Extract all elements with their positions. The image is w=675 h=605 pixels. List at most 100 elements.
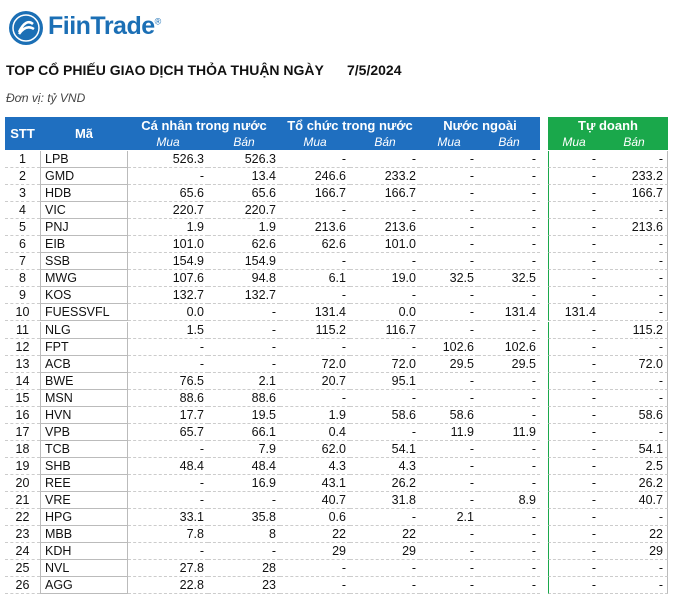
- value-cell: 19.5: [208, 407, 280, 424]
- sub-header: Bán: [350, 134, 420, 150]
- value-cell: -: [548, 577, 600, 595]
- value-cell: -: [600, 253, 668, 271]
- row-number: 26: [5, 577, 40, 595]
- value-cell: -: [548, 270, 600, 288]
- value-cell: -: [600, 372, 668, 390]
- value-cell: -: [420, 475, 478, 492]
- value-cell: -: [548, 560, 600, 578]
- value-cell: 131.4: [478, 304, 540, 322]
- ticker: MSN: [40, 389, 128, 407]
- row-number: 2: [5, 168, 40, 186]
- value-cell: 26.2: [350, 475, 420, 492]
- unit: Đơn vị: tỷ VND: [6, 91, 86, 105]
- value-cell: -: [350, 560, 420, 578]
- ticker: PNJ: [40, 219, 128, 237]
- value-cell: 154.9: [128, 253, 208, 271]
- brand: FiinTrade®: [48, 12, 161, 41]
- value-cell: 213.6: [280, 219, 350, 237]
- value-cell: -: [600, 509, 668, 527]
- value-cell: -: [478, 219, 540, 237]
- value-cell: -: [128, 441, 208, 458]
- value-cell: -: [548, 355, 600, 373]
- value-cell: -: [600, 389, 668, 407]
- value-cell: 65.6: [128, 185, 208, 203]
- value-cell: -: [478, 151, 540, 168]
- value-cell: 29.5: [478, 356, 540, 373]
- value-cell: -: [420, 526, 478, 544]
- value-cell: 1.9: [280, 407, 350, 424]
- value-cell: 33.1: [128, 509, 208, 527]
- logo-icon: [9, 11, 43, 45]
- row-number: 20: [5, 475, 40, 492]
- value-cell: 62.0: [280, 441, 350, 458]
- value-cell: -: [208, 322, 280, 339]
- value-cell: -: [548, 219, 600, 237]
- value-cell: 154.9: [208, 253, 280, 271]
- value-cell: 58.6: [420, 407, 478, 424]
- value-cell: -: [128, 168, 208, 186]
- row-number: 18: [5, 441, 40, 458]
- value-cell: -: [208, 304, 280, 322]
- ticker: KOS: [40, 287, 128, 305]
- row-number: 21: [5, 492, 40, 509]
- value-cell: 115.2: [280, 322, 350, 339]
- ticker: FUESSVFL: [40, 304, 128, 322]
- value-cell: 102.6: [420, 339, 478, 356]
- value-cell: -: [548, 338, 600, 356]
- ticker: ACB: [40, 355, 128, 373]
- value-cell: -: [600, 236, 668, 254]
- row-number: 4: [5, 202, 40, 220]
- value-cell: 66.1: [208, 424, 280, 441]
- value-cell: -: [600, 560, 668, 578]
- row-number: 19: [5, 458, 40, 475]
- value-cell: -: [280, 287, 350, 305]
- value-cell: 54.1: [350, 441, 420, 458]
- value-cell: -: [350, 253, 420, 271]
- value-cell: 40.7: [280, 492, 350, 509]
- value-cell: -: [548, 474, 600, 492]
- value-cell: 95.1: [350, 373, 420, 390]
- value-cell: -: [478, 322, 540, 339]
- value-cell: 7.9: [208, 441, 280, 458]
- group-header: Tổ chức trong nước: [280, 117, 420, 134]
- value-cell: -: [478, 458, 540, 475]
- value-cell: -: [420, 287, 478, 305]
- value-cell: 4.3: [350, 458, 420, 475]
- value-cell: -: [128, 356, 208, 373]
- row-number: 24: [5, 543, 40, 561]
- value-cell: -: [478, 577, 540, 595]
- value-cell: -: [420, 304, 478, 322]
- value-cell: 32.5: [478, 270, 540, 288]
- value-cell: -: [600, 423, 668, 441]
- value-cell: -: [548, 543, 600, 561]
- value-cell: 132.7: [128, 287, 208, 305]
- value-cell: 166.7: [600, 185, 668, 203]
- value-cell: -: [478, 287, 540, 305]
- value-cell: 0.0: [350, 304, 420, 322]
- value-cell: -: [478, 543, 540, 561]
- sub-header: Mua: [548, 134, 600, 150]
- value-cell: -: [548, 168, 600, 186]
- row-number: 7: [5, 253, 40, 271]
- value-cell: -: [420, 577, 478, 595]
- value-cell: 233.2: [600, 168, 668, 186]
- value-cell: 58.6: [350, 407, 420, 424]
- value-cell: -: [548, 457, 600, 475]
- value-cell: -: [280, 577, 350, 595]
- value-cell: -: [478, 185, 540, 203]
- value-cell: 166.7: [350, 185, 420, 203]
- value-cell: 233.2: [350, 168, 420, 186]
- value-cell: 20.7: [280, 373, 350, 390]
- value-cell: -: [208, 339, 280, 356]
- value-cell: 107.6: [128, 270, 208, 288]
- value-cell: -: [600, 304, 668, 322]
- value-cell: -: [548, 202, 600, 220]
- value-cell: -: [420, 168, 478, 186]
- value-cell: 22: [280, 526, 350, 544]
- value-cell: 2.1: [208, 373, 280, 390]
- value-cell: -: [350, 202, 420, 220]
- value-cell: -: [420, 492, 478, 509]
- row-number: 11: [5, 322, 40, 339]
- value-cell: -: [128, 475, 208, 492]
- value-cell: -: [128, 339, 208, 356]
